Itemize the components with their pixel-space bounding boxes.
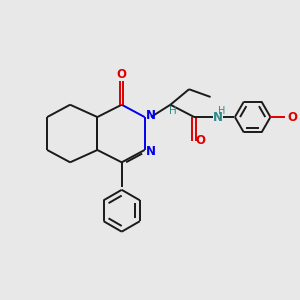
Text: O: O [117, 68, 127, 81]
Text: H: H [169, 106, 177, 116]
Text: O: O [196, 134, 206, 147]
Text: N: N [146, 109, 156, 122]
Text: N: N [146, 145, 156, 158]
Text: H: H [218, 106, 226, 116]
Text: N: N [213, 110, 223, 124]
Text: O: O [288, 110, 298, 124]
